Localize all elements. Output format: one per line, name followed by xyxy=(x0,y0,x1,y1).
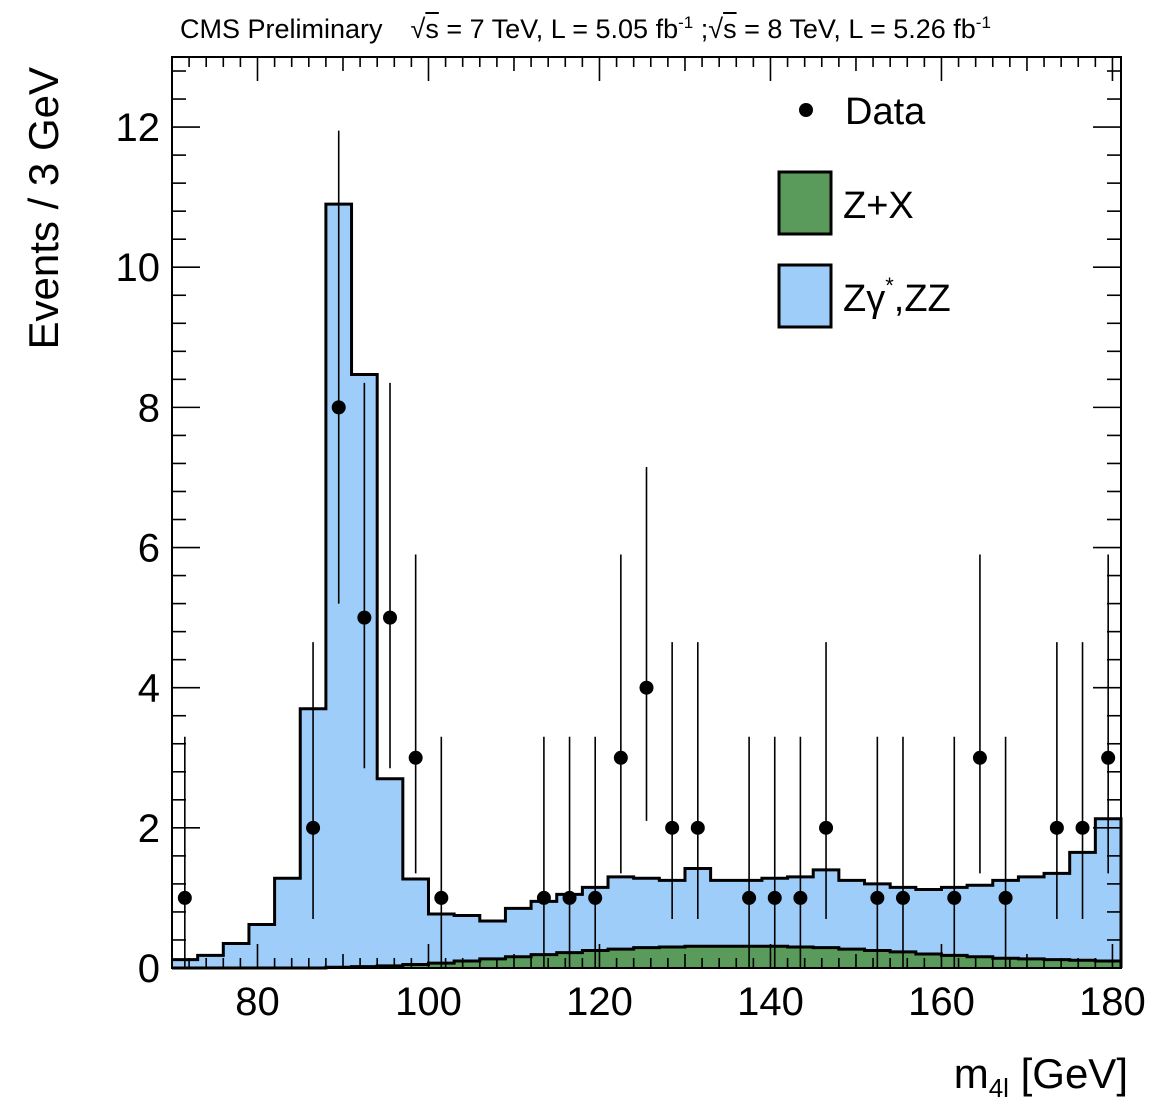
zx-bin-bar xyxy=(1069,960,1096,968)
zz-bin-bar xyxy=(377,778,404,968)
y-tick-label: 6 xyxy=(138,527,160,571)
data-point xyxy=(383,610,398,625)
legend: Data Z+X Zγ*,ZZ xyxy=(777,91,951,329)
data-point xyxy=(793,890,808,905)
y-tick-label: 8 xyxy=(138,386,160,430)
x-tick-label: 100 xyxy=(395,980,462,1024)
zx-bin-bar xyxy=(813,947,840,968)
zz-bin-bar xyxy=(223,943,250,968)
chart-header: CMS Preliminary √s = 7 TeV, L = 5.05 fb-1… xyxy=(180,13,991,44)
data-point xyxy=(742,890,757,905)
x-axis-label-space xyxy=(1009,1050,1021,1097)
y-tick-label: 2 xyxy=(138,807,160,851)
zx-bin-bar xyxy=(1018,958,1045,968)
legend-data-label: Data xyxy=(845,91,926,133)
sqrt-s-symbol: √s xyxy=(410,14,439,44)
experiment-label: CMS Preliminary xyxy=(180,14,383,44)
data-points xyxy=(177,130,1116,968)
data-point xyxy=(434,890,449,905)
zx-bin-bar xyxy=(1044,959,1071,968)
data-point xyxy=(947,890,962,905)
run2-energy: 8 TeV xyxy=(767,14,834,44)
zx-bin-bar xyxy=(838,949,866,968)
zx-bin-bar xyxy=(608,949,635,968)
data-point xyxy=(690,820,705,835)
legend-zx-swatch xyxy=(777,170,833,236)
data-point xyxy=(895,890,910,905)
legend-zz-label-main: Zγ xyxy=(843,278,885,320)
zx-bin-bar xyxy=(1095,960,1122,968)
x-axis-label: m4l [GeV] xyxy=(954,1050,1128,1101)
zx-bin-bar xyxy=(710,946,737,968)
zz-bin-bar xyxy=(274,878,301,968)
zx-bin-bar xyxy=(454,960,481,968)
data-point xyxy=(408,750,423,765)
legend-zx-label: Z+X xyxy=(843,185,914,227)
data-point xyxy=(1049,820,1064,835)
legend-zz-label: Zγ*,ZZ xyxy=(843,273,951,320)
data-point xyxy=(588,890,603,905)
data-point xyxy=(972,750,987,765)
x-axis-label-subscript: 4l xyxy=(989,1073,1009,1101)
data-point xyxy=(639,680,654,695)
legend-zz-swatch xyxy=(777,263,833,329)
data-point xyxy=(562,890,577,905)
axis-ticks xyxy=(171,57,1121,969)
y-tick-label: 12 xyxy=(116,106,161,150)
zz-bin-bar xyxy=(248,924,276,968)
y-tick-label: 4 xyxy=(138,667,160,711)
sqrt-s-symbol: √s xyxy=(708,14,737,44)
legend-data-marker xyxy=(799,103,813,117)
run2-lumi-exponent: -1 xyxy=(975,13,991,32)
y-tick-label: 10 xyxy=(116,246,161,290)
data-point xyxy=(819,820,834,835)
x-tick-label: 140 xyxy=(737,980,804,1024)
data-point xyxy=(613,750,628,765)
data-point xyxy=(870,890,885,905)
zz-bin-bar xyxy=(1018,876,1045,968)
data-point xyxy=(357,610,372,625)
data-point xyxy=(998,890,1013,905)
x-axis-label-main: m xyxy=(954,1050,989,1097)
run1-lumi-exponent: -1 xyxy=(678,13,694,32)
data-point xyxy=(331,400,346,415)
data-point xyxy=(767,890,782,905)
zx-bin-bar xyxy=(915,953,942,968)
x-tick-labels: 80 100 120 140 160 180 xyxy=(235,980,1146,1024)
data-point xyxy=(306,820,321,835)
x-axis-label-unit: [GeV] xyxy=(1021,1050,1128,1097)
data-point xyxy=(1101,750,1116,765)
x-tick-label: 120 xyxy=(566,980,633,1024)
zx-bin-bar xyxy=(402,964,429,968)
y-tick-labels: 0 2 4 6 8 10 12 xyxy=(116,106,161,991)
data-point xyxy=(536,890,551,905)
y-tick-label: 0 xyxy=(138,947,160,991)
zz-bin-bar xyxy=(967,885,994,968)
zx-bin-bar xyxy=(967,956,994,968)
run1-lumi: 5.05 fb xyxy=(595,14,679,44)
legend-zz-label-tail: ,ZZ xyxy=(894,278,951,320)
data-point xyxy=(177,890,192,905)
zz-bin-bar xyxy=(197,955,224,968)
y-axis-label: Events / 3 GeV xyxy=(20,67,67,349)
run2-lumi: 5.26 fb xyxy=(893,14,976,44)
zx-bin-bar xyxy=(684,946,712,968)
zz-outline xyxy=(172,202,1123,968)
x-tick-label: 180 xyxy=(1079,980,1146,1024)
zx-bin-bar xyxy=(505,956,532,968)
run1-energy: 7 TeV xyxy=(469,14,536,44)
zx-bin-bar xyxy=(659,946,686,968)
zz-bin-bar xyxy=(402,879,429,968)
legend-zz-label-sup: * xyxy=(885,273,894,298)
x-tick-label: 80 xyxy=(235,980,280,1024)
zx-bin-bar xyxy=(479,958,506,968)
zz-bin-bar xyxy=(454,915,481,968)
zx-bin-bar xyxy=(633,947,660,968)
data-point xyxy=(665,820,680,835)
data-point xyxy=(1075,820,1090,835)
plot-frame xyxy=(171,56,1122,969)
x-tick-label: 160 xyxy=(908,980,975,1024)
